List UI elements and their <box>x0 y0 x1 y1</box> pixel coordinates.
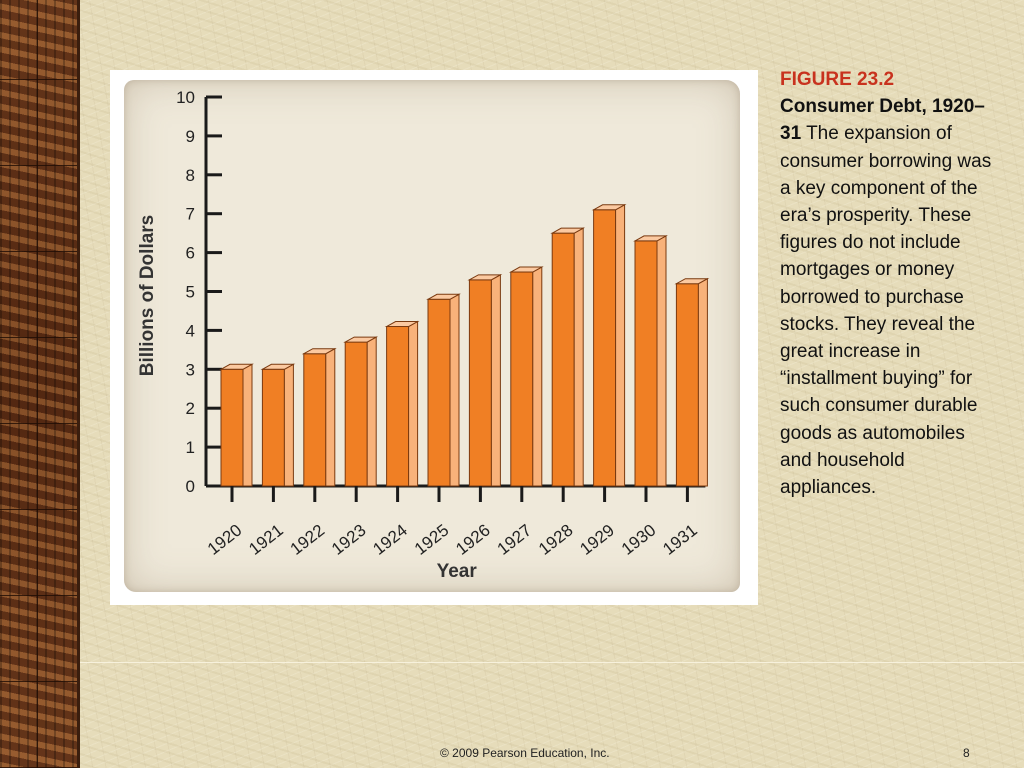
y-tick-label: 9 <box>186 127 195 146</box>
x-axis-title: Year <box>437 561 478 582</box>
x-tick-label: 1931 <box>659 521 701 559</box>
y-tick-label: 5 <box>186 283 195 302</box>
figure-number: FIGURE 23.2 <box>780 69 895 90</box>
y-tick-label: 1 <box>186 438 195 457</box>
x-tick-label: 1925 <box>411 521 453 559</box>
bar <box>220 368 244 487</box>
y-tick-label: 3 <box>186 360 195 379</box>
y-tick-label: 6 <box>186 244 195 263</box>
bar-top <box>550 227 586 234</box>
page-number: 8 <box>963 746 970 760</box>
bar-side <box>325 347 336 487</box>
footer-divider <box>80 662 1024 663</box>
bar <box>261 368 285 487</box>
wood-border <box>0 0 77 768</box>
bar-side <box>449 293 460 487</box>
bar-top <box>467 274 503 281</box>
bar-top <box>343 336 379 343</box>
bar <box>303 353 327 487</box>
bar-side <box>490 273 501 487</box>
bar-side <box>366 336 377 487</box>
bar <box>468 279 492 487</box>
bar-top <box>633 235 668 242</box>
copyright-text: © 2009 Pearson Education, Inc. <box>440 746 610 760</box>
y-tick-label: 8 <box>186 166 195 185</box>
figure-panel: 0 1 2 3 4 5 6 7 8 9 10 1920 1921 1922 1923 1924 1925 1926… <box>110 70 758 605</box>
x-tick-label: 1926 <box>452 521 494 559</box>
x-tick-label: 1927 <box>494 521 536 559</box>
y-axis-title: Billions of Dollars <box>137 215 158 377</box>
bar <box>675 283 699 487</box>
bar-side <box>408 320 419 487</box>
bar-chart: 0 1 2 3 4 5 6 7 8 9 10 1920 1921 1922 1923 1924 1925 1926… <box>137 88 710 582</box>
bar-top <box>301 348 337 355</box>
bar <box>593 209 617 487</box>
bar-side <box>573 227 584 487</box>
bar-top <box>384 321 420 328</box>
bar-top <box>426 293 461 300</box>
bar <box>386 326 410 487</box>
x-tick-label: 1924 <box>369 521 411 559</box>
bar-top <box>508 266 544 273</box>
figure-caption: FIGURE 23.2 Consumer Debt, 1920–31 The e… <box>780 66 995 501</box>
bar <box>344 341 368 487</box>
figure-description: The expansion of consumer borrowing was … <box>780 123 992 499</box>
x-tick-label: 1922 <box>287 521 329 559</box>
y-tick-label: 10 <box>176 88 195 107</box>
x-tick-label: 1928 <box>535 521 577 559</box>
x-tick-label: 1929 <box>576 521 618 559</box>
bar-side <box>615 203 626 487</box>
x-tick-label: 1923 <box>328 521 370 559</box>
bar <box>510 271 534 487</box>
bar <box>634 240 658 487</box>
bar-side <box>697 277 708 487</box>
y-tick-label: 2 <box>186 399 195 418</box>
wood-border-edge <box>77 0 80 768</box>
bar-top <box>674 278 710 285</box>
bar <box>427 298 451 487</box>
x-tick-label: 1930 <box>618 521 660 559</box>
x-tick-label: 1921 <box>245 521 287 559</box>
figure-title: Consumer Debt, 1920–31 <box>780 96 985 145</box>
bar-side <box>242 363 253 487</box>
bar-top <box>260 363 296 370</box>
bar-side <box>656 235 667 487</box>
y-tick-label: 4 <box>186 321 195 340</box>
bar-side <box>532 266 543 487</box>
y-tick-label: 0 <box>186 477 195 496</box>
bar-top <box>219 363 254 370</box>
y-tick-label: 7 <box>186 205 195 224</box>
bar-top <box>591 204 627 211</box>
x-tick-label: 1920 <box>204 521 246 559</box>
bar <box>551 232 575 487</box>
bar-side <box>283 363 294 487</box>
